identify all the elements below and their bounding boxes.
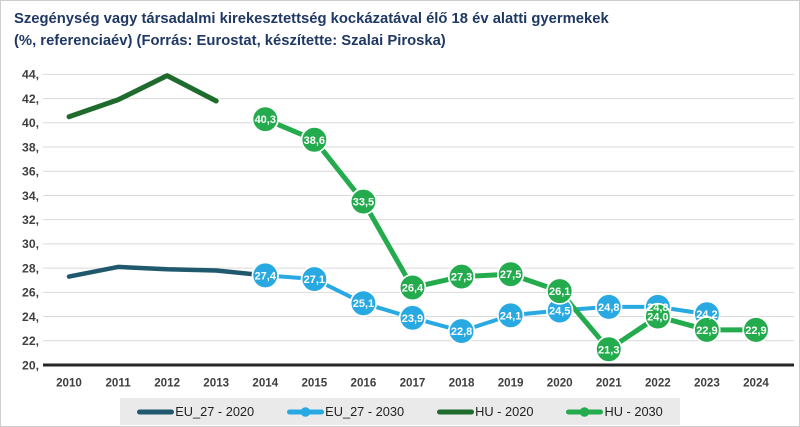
data-marker: [447, 262, 476, 291]
data-marker: [644, 302, 672, 331]
x-tick-label: 2022: [645, 377, 671, 390]
data-label: 24,8: [647, 302, 668, 314]
series-line-eu-27-2030: [263, 273, 709, 334]
x-tick-label: 2011: [105, 377, 131, 390]
legend-swatch-icon: [566, 406, 604, 417]
y-tick-label: 34,: [22, 189, 39, 203]
x-tick-label: 2016: [351, 377, 377, 390]
x-tick-label: 2020: [547, 377, 573, 390]
x-tick-label: 2014: [252, 377, 278, 390]
data-marker: [496, 260, 525, 288]
x-tick-label: 2015: [301, 377, 327, 390]
data-marker: [349, 289, 378, 317]
data-label: 27,4: [255, 270, 277, 282]
series-line-eu-27-2020: [66, 264, 268, 279]
data-label: 24,0: [647, 312, 668, 324]
legend-label: HU - 2030: [604, 404, 663, 419]
data-label: 27,3: [451, 272, 472, 284]
y-tick-label: 32,: [22, 213, 39, 227]
data-marker: [742, 316, 770, 344]
legend-swatch-icon: [287, 406, 325, 417]
data-label: 24,8: [598, 302, 619, 314]
data-label: 40,3: [255, 114, 276, 126]
y-tick-label: 28,: [22, 261, 39, 275]
data-label: 25,1: [353, 298, 374, 310]
y-tick-label: 22,: [22, 334, 39, 348]
y-tick-label: 24,: [22, 310, 39, 324]
data-marker: [595, 335, 623, 363]
x-tick-label: 2017: [400, 377, 426, 390]
data-label: 33,5: [353, 197, 374, 209]
legend-item-eu-27-2020: EU_27 - 2020: [137, 404, 254, 419]
data-label: 26,4: [402, 282, 424, 294]
data-label: 24,2: [696, 309, 717, 321]
data-label: 27,1: [304, 274, 325, 286]
legend-label: EU_27 - 2020: [175, 404, 255, 419]
data-label: 22,8: [451, 326, 472, 338]
x-tick-label: 2023: [694, 377, 720, 390]
data-label: 24,5: [549, 306, 570, 318]
data-marker: [251, 261, 279, 290]
y-tick-label: 38,: [22, 140, 39, 154]
chart-title-line1: Szegénység vagy társadalmi kirekesztetts…: [14, 11, 609, 27]
x-tick-label: 2019: [498, 377, 524, 390]
data-marker: [447, 317, 476, 345]
chart-title: Szegénység vagy társadalmi kirekesztetts…: [14, 8, 794, 52]
y-tick-label: 30,: [22, 237, 39, 251]
x-tick-label: 2013: [203, 377, 229, 390]
series-line-hu-2020: [66, 73, 219, 120]
legend-item-hu-2020: HU - 2020: [437, 404, 533, 419]
data-label: 27,5: [500, 269, 521, 281]
x-tick-label: 2010: [56, 377, 82, 390]
chart-title-line2: (%, referenciaév) (Forrás: Eurostat, kés…: [14, 33, 446, 49]
data-marker: [398, 273, 427, 302]
y-tick-label: 42,: [22, 92, 39, 106]
x-tick-label: 2018: [449, 377, 475, 390]
data-marker: [595, 293, 623, 321]
legend-item-hu-2030: HU - 2030: [566, 404, 663, 419]
data-label: 22,9: [745, 325, 766, 337]
y-tick-label: 26,: [22, 286, 39, 300]
data-marker: [496, 301, 525, 329]
data-label: 38,6: [304, 135, 325, 147]
data-marker: [300, 265, 329, 293]
data-marker: [349, 187, 378, 216]
legend-label: HU - 2020: [475, 404, 534, 419]
data-marker: [693, 316, 721, 344]
legend-item-eu-27-2030: EU_27 - 2030: [287, 404, 404, 419]
data-label: 21,3: [598, 344, 619, 356]
y-tick-label: 36,: [22, 165, 39, 179]
legend: EU_27 - 2020 EU_27 - 2030 HU - 2020 HU - 20…: [120, 398, 680, 425]
data-marker: [546, 277, 574, 305]
data-marker: [300, 126, 329, 154]
data-label: 22,9: [696, 325, 717, 337]
y-tick-label: 20,: [22, 358, 39, 372]
data-marker: [398, 304, 427, 332]
data-label: 24,1: [500, 310, 521, 322]
x-tick-label: 2024: [743, 377, 769, 390]
x-tick-label: 2012: [154, 377, 180, 390]
y-tick-label: 40,: [22, 116, 39, 130]
data-label: 23,9: [402, 313, 423, 325]
x-tick-label: 2021: [596, 377, 622, 390]
legend-swatch-icon: [137, 409, 175, 414]
data-label: 26,1: [549, 286, 570, 298]
legend-label: EU_27 - 2030: [325, 404, 405, 419]
y-tick-label: 44,: [22, 68, 39, 82]
data-marker: [251, 105, 279, 133]
legend-swatch-icon: [437, 409, 475, 414]
